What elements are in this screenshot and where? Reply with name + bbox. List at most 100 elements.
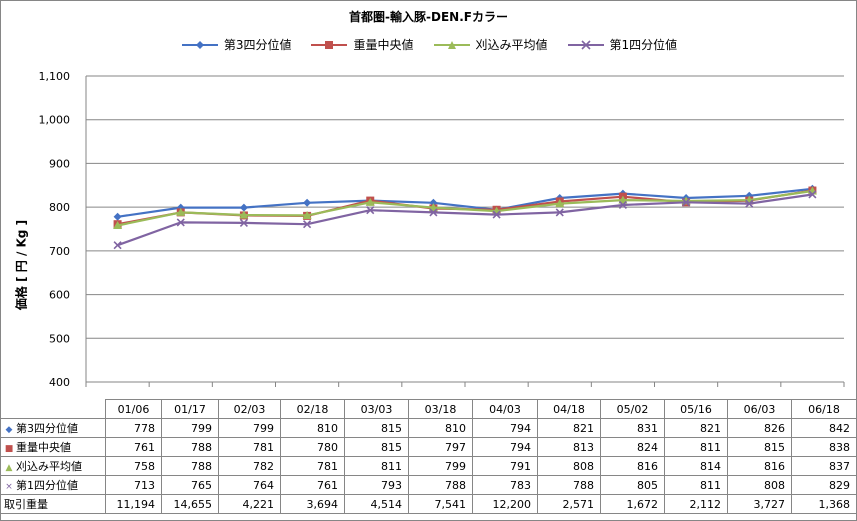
table-cell: 810 [280,418,345,438]
table-cell: 761 [105,437,162,457]
table-cell: 824 [600,437,665,457]
data-point [682,198,691,207]
table-header: 05/16 [664,399,728,419]
y-tick-label: 900 [49,157,70,170]
table-header: 03/18 [408,399,473,419]
legend-label-trimmed-mean: 刈込み平均値 [475,38,548,52]
table-cell: 821 [537,418,601,438]
table-cell: 7,541 [408,494,473,514]
y-tick-label: 1,000 [39,114,71,127]
series-line-2 [117,189,813,227]
table-cell: 793 [344,475,409,495]
row-label-q1: × 第1四分位値 [0,475,106,495]
table-cell: 788 [537,475,601,495]
table-cell: 805 [600,475,665,495]
table-cell: 4,221 [218,494,281,514]
table-cell: 778 [105,418,162,438]
table-header: 06/18 [791,399,857,419]
row-label-text: 重量中央値 [16,441,71,454]
data-point [745,199,754,208]
series-line-0 [117,187,813,218]
table-row-q1: × 第1四分位値 713 765 764 761 793 788 783 788 … [0,475,857,495]
table-cell: 811 [664,475,728,495]
table-cell: 4,514 [344,494,409,514]
table-header-row: 01/06 01/17 02/03 02/18 03/03 03/18 04/0… [0,399,857,419]
row-label-median: ■ 重量中央値 [0,437,106,457]
table-cell: 831 [600,418,665,438]
legend-swatch-x-icon [567,39,604,50]
table-cell: 791 [472,456,538,476]
series-line-3 [117,193,813,247]
table-header: 04/03 [472,399,538,419]
table-cell: 12,200 [472,494,538,514]
data-point [239,210,249,219]
y-tick-label: 1,100 [39,70,71,83]
data-point [365,197,375,206]
y-tick-label: 400 [49,376,70,389]
legend-swatch-square-icon [311,40,348,49]
triangle-marker-icon: ▲ [5,463,13,473]
table-header: 04/18 [537,399,601,419]
data-point [303,220,312,229]
table-cell: 813 [537,437,601,457]
legend-label-q1: 第1四分位値 [609,38,678,52]
diamond-marker-icon: ◆ [5,425,13,435]
table-corner [0,399,106,419]
x-marker-icon: × [5,482,13,492]
table-cell: 829 [791,475,857,495]
legend-item-q1: 第1四分位値 [566,36,678,53]
table-cell: 816 [727,456,792,476]
data-point [555,208,564,217]
table-cell: 764 [218,475,281,495]
table-cell: 3,694 [280,494,345,514]
table-header: 01/06 [105,399,162,419]
row-label-volume: 取引重量 [0,494,106,514]
table-cell: 3,727 [727,494,792,514]
table-cell: 810 [408,418,473,438]
row-label-text: 第1四分位値 [16,479,78,492]
table-cell: 794 [472,437,538,457]
plot-area: 400 500 600 700 800 900 1,000 1,100 [39,70,845,389]
table-cell: 758 [105,456,162,476]
data-point [113,221,123,230]
table-cell: 815 [344,437,409,457]
data-table: 01/06 01/17 02/03 02/18 03/03 03/18 04/0… [0,399,857,514]
table-cell: 713 [105,475,162,495]
data-point [113,241,122,250]
data-point [808,190,817,199]
table-cell: 814 [664,456,728,476]
table-cell: 765 [161,475,219,495]
y-tick-label: 800 [49,201,70,214]
table-cell: 781 [218,437,281,457]
data-point [302,210,312,219]
legend-label-q3: 第3四分位値 [223,38,292,52]
data-point [113,212,122,221]
table-cell: 821 [664,418,728,438]
table-header: 03/03 [344,399,409,419]
table-cell: 799 [218,418,281,438]
y-tick-label: 700 [49,245,70,258]
data-point [239,218,248,227]
data-point [618,200,627,210]
table-cell: 780 [280,437,345,457]
legend: 第3四分位値 重量中央値 刈込み平均値 第1四分位値 [0,36,857,53]
chart-title: 首都圏-輸入豚-DEN.Fカラー [349,10,508,24]
table-cell: 815 [727,437,792,457]
table-cell: 2,112 [664,494,728,514]
table-cell: 816 [600,456,665,476]
table-cell: 799 [161,418,219,438]
table-cell: 837 [791,456,857,476]
table-cell: 783 [472,475,538,495]
table-cell: 1,672 [600,494,665,514]
table-cell: 815 [344,418,409,438]
row-label-trimmed-mean: ▲ 刈込み平均値 [0,456,106,476]
table-cell: 826 [727,418,792,438]
table-cell: 797 [408,437,473,457]
table-cell: 794 [472,418,538,438]
table-cell: 842 [791,418,857,438]
legend-swatch-triangle-icon [433,40,470,49]
row-label-text: 第3四分位値 [16,422,78,435]
table-cell: 2,571 [537,494,601,514]
data-point [492,210,501,219]
data-point [303,198,312,207]
